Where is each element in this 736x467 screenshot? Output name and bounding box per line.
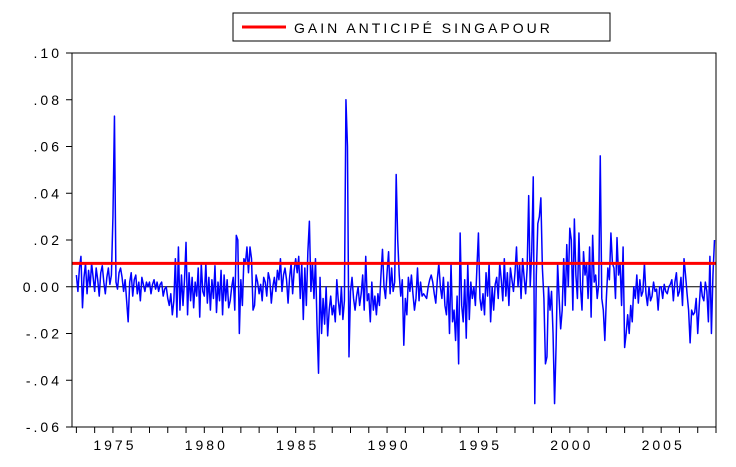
plot-marks — [72, 99, 716, 405]
legend-box — [232, 12, 611, 42]
y-tick-label: -.04 — [26, 372, 62, 388]
y-tick-label: -.02 — [26, 326, 62, 342]
x-tick-label: 1990 — [367, 437, 410, 453]
y-tick-label: .04 — [34, 185, 62, 201]
y-tick-label: .10 — [34, 45, 62, 61]
plot-frame — [71, 52, 717, 428]
y-tick-label: .02 — [34, 232, 62, 248]
series-line-gain — [75, 99, 716, 405]
y-tick-label: .08 — [34, 92, 62, 108]
x-tick-label: 2005 — [642, 437, 685, 453]
axes: .10 .08 .06 .04 .02 0.00 -.02 -.04 -.06 1975 1980 1… — [23, 45, 717, 453]
legend-label: GAIN ANTICIPÉ SINGAPOUR — [294, 20, 553, 36]
y-tick-label: -.06 — [26, 419, 62, 435]
x-tick-label: 1980 — [185, 437, 228, 453]
legend: GAIN ANTICIPÉ SINGAPOUR — [232, 12, 611, 42]
x-tick-label: 1985 — [276, 437, 319, 453]
x-tick-label: 1975 — [93, 437, 136, 453]
y-tick-label: 0.00 — [23, 279, 62, 295]
y-tick-label: .06 — [34, 139, 62, 155]
x-tick-label: 1995 — [459, 437, 502, 453]
x-tick-label: 2000 — [550, 437, 593, 453]
